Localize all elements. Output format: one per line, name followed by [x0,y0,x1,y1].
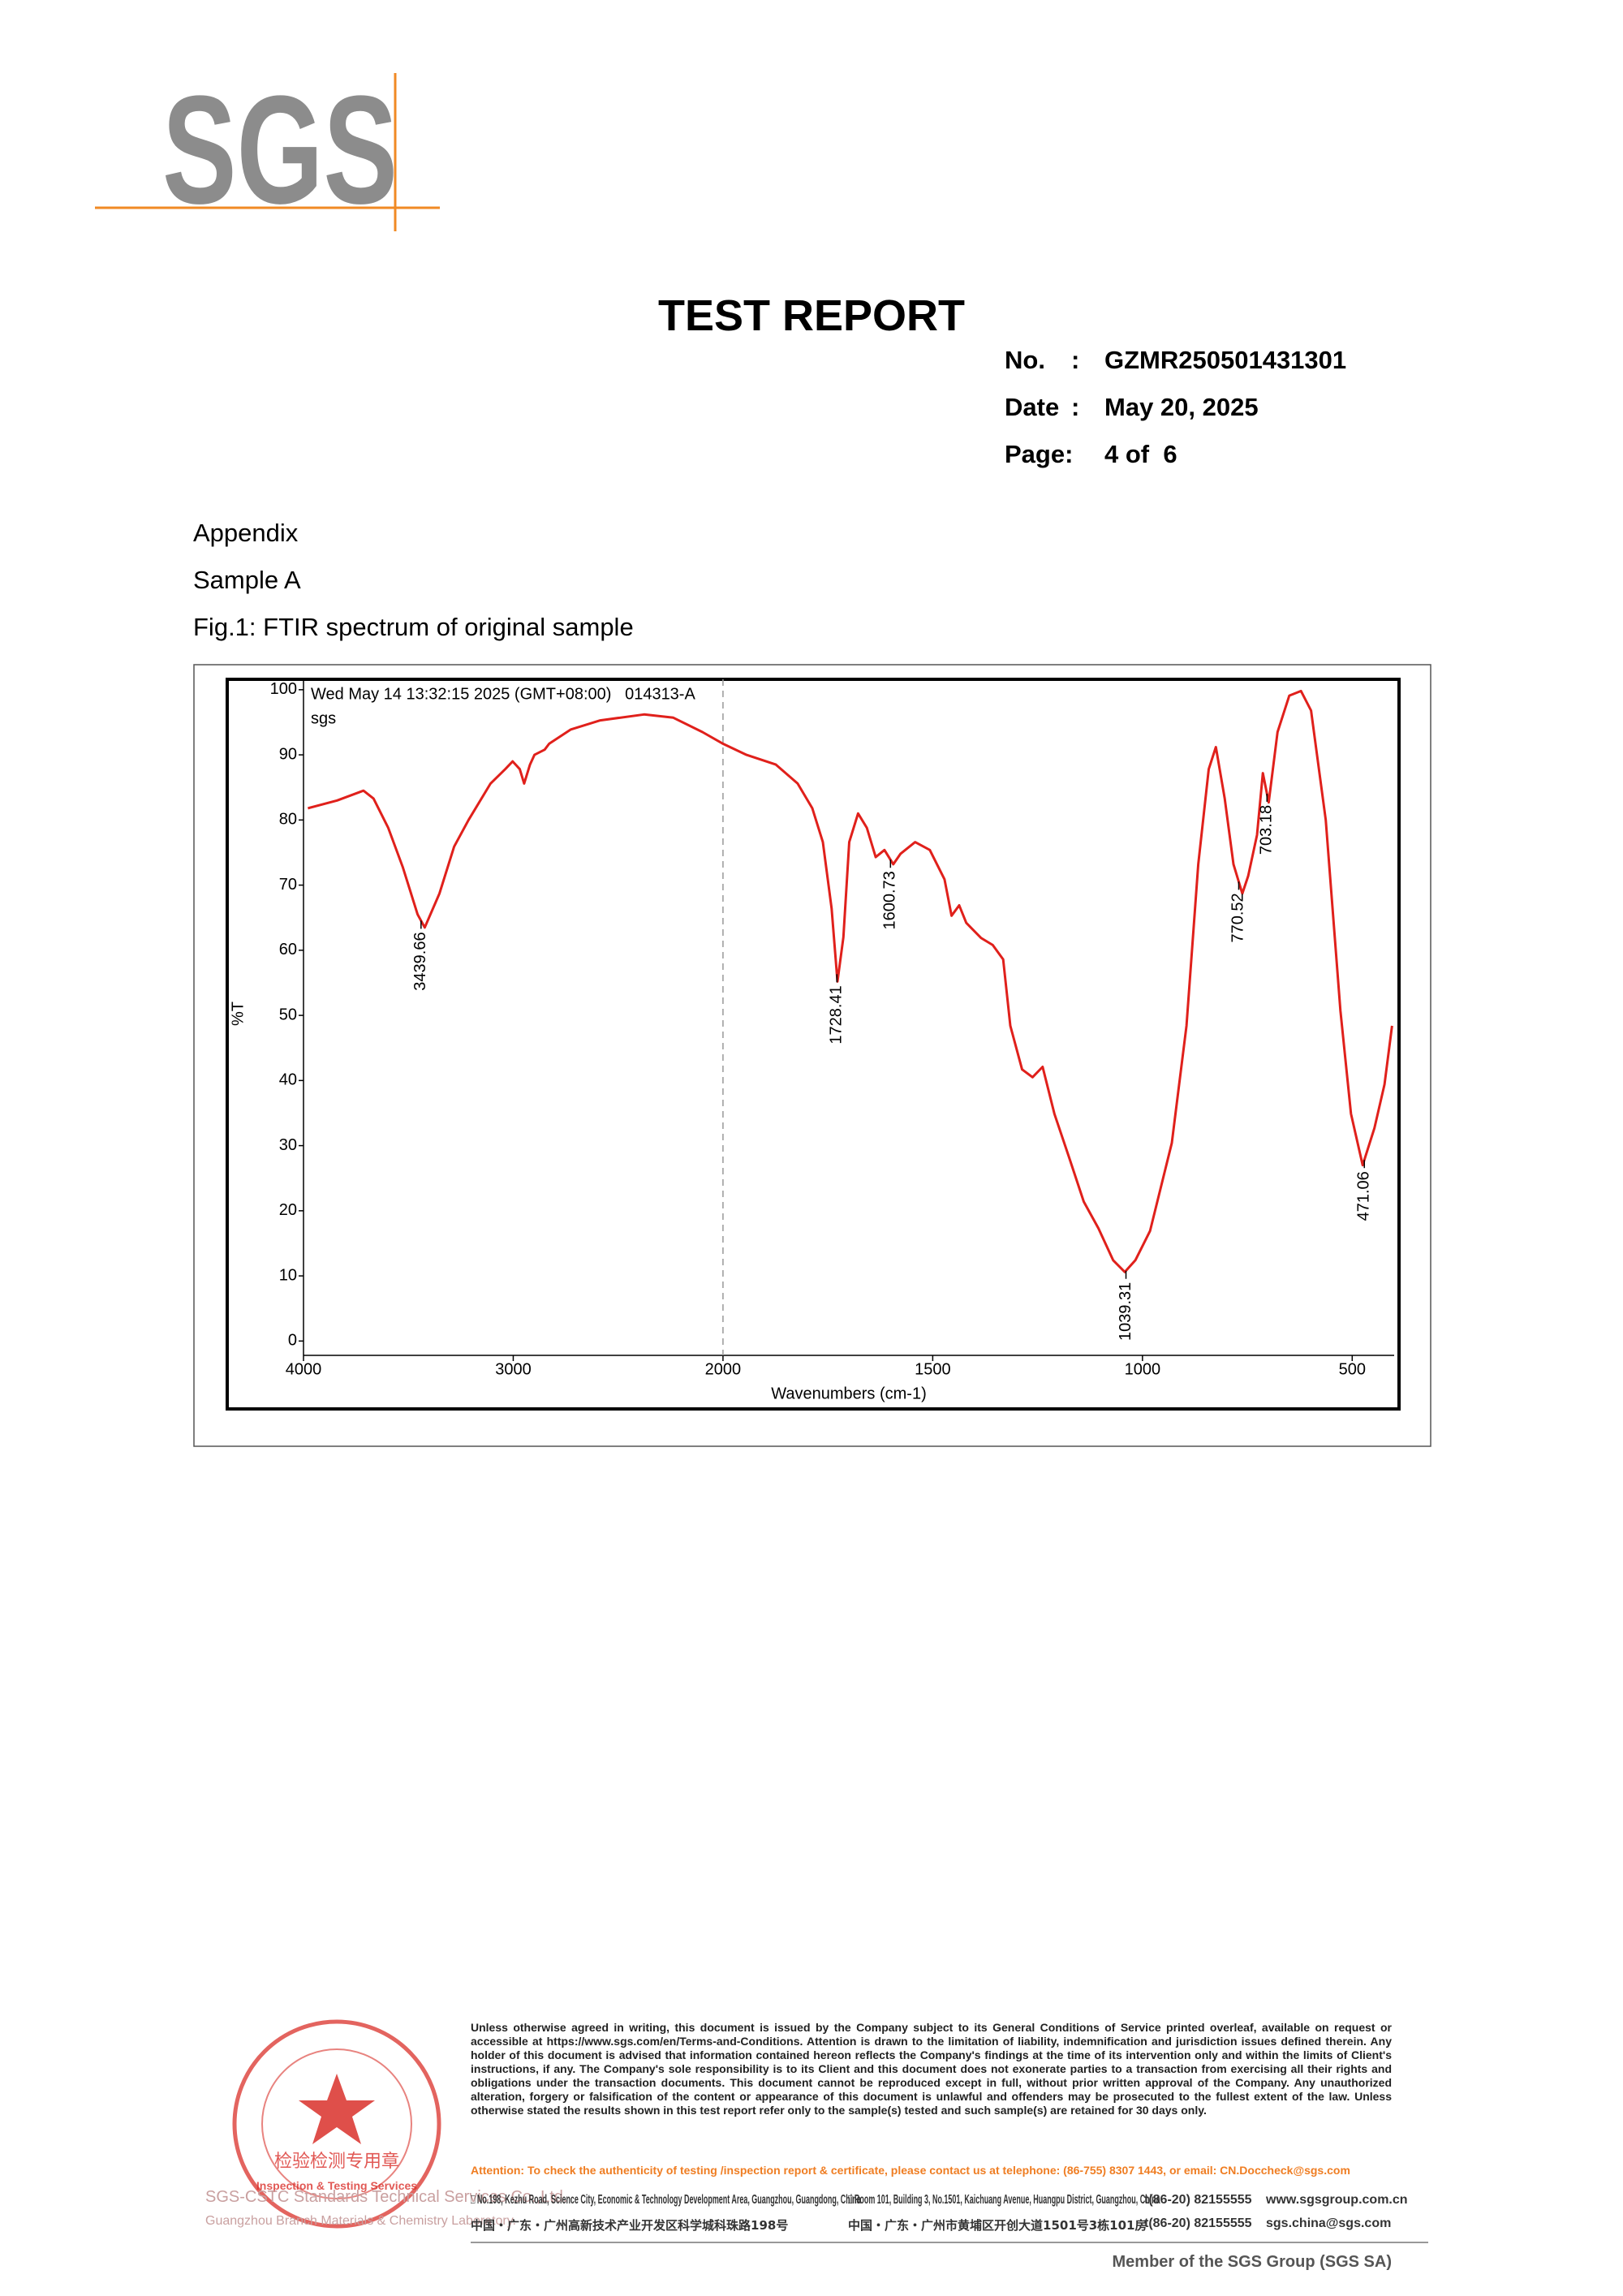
attention: Attention: To check the authenticity of … [471,2164,1350,2177]
figure-border [193,664,1431,1447]
chart: Wed May 14 13:32:15 2025 (GMT+08:00) 014… [193,664,1431,1447]
stamp-ring [232,2019,441,2229]
peak-label: 3439.66 [411,932,429,990]
address: 中国・广东・广州高新技术产业开发区科学城科珠路198号 [471,2218,789,2233]
y-tick-label: 0 [288,1332,297,1350]
y-tick-label: 50 [279,1006,297,1023]
x-tick-label: 4000 [286,1360,322,1378]
y-tick-label: 20 [279,1201,297,1219]
disclaimer: Unless otherwise agreed in writing, this… [471,2021,1392,2117]
field-colon: : [1071,393,1080,421]
member-note: Member of the SGS Group (SGS SA) [1112,2253,1392,2271]
y-tick-label: 90 [279,745,297,763]
field-label: Page: [1005,440,1074,468]
body-line: Appendix [193,519,299,547]
stamp-text: 检验检测专用章 [274,2152,399,2172]
y-tick-label: 40 [279,1071,297,1089]
stamp-text: Inspection & Testing Services [256,2179,417,2192]
footer-rule [471,2242,1428,2243]
website: www.sgsgroup.com.cn [1266,2193,1408,2207]
y-tick-label: 60 [279,941,297,958]
stamp-ring [261,2048,412,2199]
field-label: No. [1005,346,1045,374]
field-label: Date [1005,393,1060,421]
phone: t(86-20) 82155555 [1144,2216,1252,2230]
chart-frame [226,678,1401,1411]
address-text: □ No.198, Kezhu Road, Science City, Econ… [471,2193,861,2207]
logo: SGS [95,64,440,236]
company-name: SGS-CSTC Standards Technical Services Co… [205,2188,568,2206]
y-tick-label: 100 [270,680,297,698]
peak-label: 471.06 [1355,1171,1373,1221]
y-tick-label: 30 [279,1136,297,1154]
y-axis-label: %T [229,1002,247,1026]
y-tick-label: 80 [279,811,297,829]
field-value: 4 of 6 [1104,440,1177,468]
chart-subtitle: sgs [311,709,336,727]
address: 中国・广东・广州市黄埔区开创大道1501号3栋101房 [848,2218,1147,2233]
phone: t(86-20) 82155555 [1144,2193,1252,2207]
address: □ No.198, Kezhu Road, Science City, Econ… [471,2193,1167,2208]
body-line: Sample A [193,566,301,594]
y-tick-label: 10 [279,1266,297,1284]
x-axis-label: Wavenumbers (cm-1) [771,1385,927,1402]
peak-label: 1600.73 [881,871,899,929]
company-branch: Guangzhou Branch Materials & Chemistry L… [205,2214,516,2228]
peak-label: 770.52 [1229,893,1247,942]
x-tick-label: 3000 [495,1360,532,1378]
peak-label: 703.18 [1258,805,1276,855]
y-tick-label: 70 [279,876,297,894]
field-value: May 20, 2025 [1104,393,1259,421]
logo-text: SGS [162,64,398,236]
email: sgs.china@sgs.com [1266,2216,1392,2230]
address: □ Room 101, Building 3, No.1501, Kaichua… [848,2193,1406,2208]
field-colon: : [1071,346,1080,374]
address-text: □ Room 101, Building 3, No.1501, Kaichua… [848,2193,1160,2207]
stamp-star [299,2074,375,2144]
x-tick-label: 500 [1339,1360,1366,1378]
chart-title: Wed May 14 13:32:15 2025 (GMT+08:00) 014… [311,685,695,703]
field-value: GZMR250501431301 [1104,346,1347,374]
x-tick-label: 1000 [1125,1360,1161,1378]
report-title: TEST REPORT [657,291,966,340]
body-line: Fig.1: FTIR spectrum of original sample [193,613,634,641]
stamp: 检验检测专用章 Inspection & Testing Services [232,2019,441,2229]
peak-label: 1728.41 [828,985,846,1044]
spectrum-line [308,689,1393,1273]
peak-label: 1039.31 [1117,1282,1134,1341]
x-tick-label: 1500 [915,1360,951,1378]
x-tick-label: 2000 [705,1360,742,1378]
